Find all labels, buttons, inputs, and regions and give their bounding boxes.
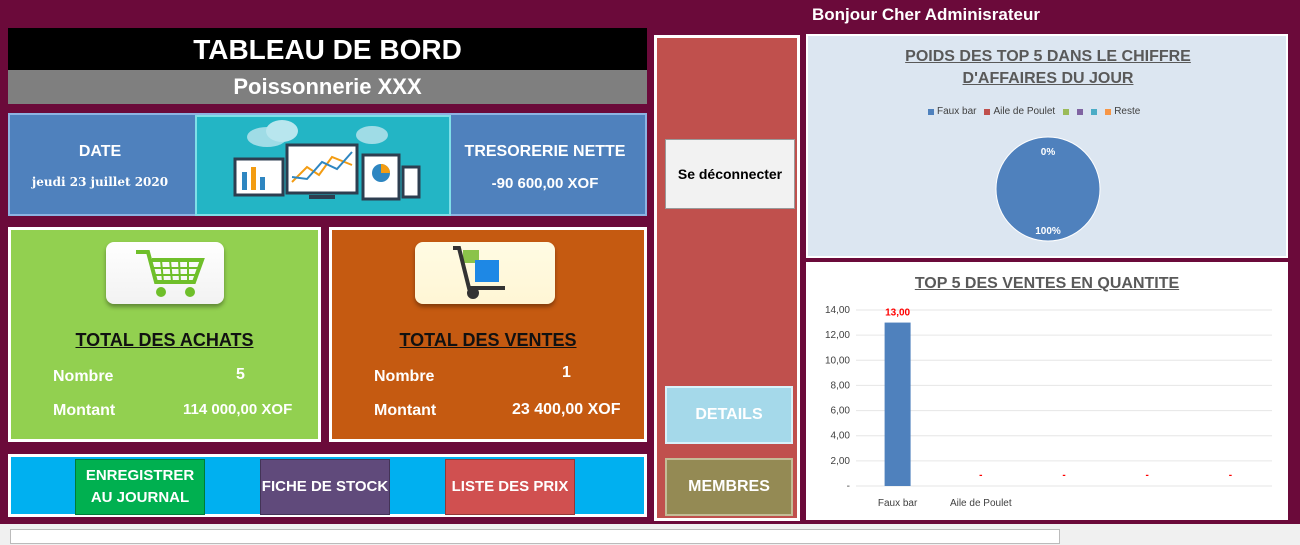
page-subtitle: Poissonnerie XXX (8, 70, 647, 104)
bar-y-tick: 6,00 (831, 406, 851, 417)
ventes-nombre-value: 1 (562, 364, 571, 381)
bar (884, 322, 911, 486)
date-value: jeudi 23 juillet 2020 (31, 175, 169, 189)
bar-y-tick: 10,00 (825, 355, 850, 366)
pie-legend-item: Aile de Poulet (984, 106, 1055, 117)
pie-slice (995, 136, 1101, 242)
liste-prix-button[interactable]: LISTE DES PRIX (445, 459, 575, 515)
pie-chart-title: POIDS DES TOP 5 DANS LE CHIFFRE D'AFFAIR… (905, 48, 1191, 87)
pie-legend-item (1077, 106, 1084, 117)
pie-legend-item (1091, 106, 1098, 117)
pie-chart-panel: POIDS DES TOP 5 DANS LE CHIFFRE D'AFFAIR… (806, 34, 1288, 258)
details-button[interactable]: DETAILS (665, 386, 793, 444)
ventes-montant-label: Montant (374, 402, 437, 419)
pie-chart: 0% 100% (995, 136, 1101, 242)
achats-montant-label: Montant (53, 402, 116, 419)
pie-legend-item: Reste (1105, 106, 1140, 117)
ventes-montant-value: 23 400,00 XOF (512, 401, 621, 418)
bar-y-tick: 14,00 (825, 305, 850, 316)
pie-data-label: 0% (1041, 147, 1056, 158)
date-label: DATE (78, 143, 122, 160)
greeting-text: Bonjour Cher Adminisrateur (812, 5, 1040, 24)
dashboard-illustration-icon (195, 115, 451, 216)
membres-button[interactable]: MEMBRES (665, 458, 793, 516)
bar-data-label: - (1062, 470, 1065, 481)
logout-button[interactable]: Se déconnecter (665, 139, 795, 209)
bar-data-label: - (1146, 470, 1149, 481)
horizontal-scrollbar[interactable] (10, 529, 1060, 544)
ventes-title: TOTAL DES VENTES (399, 330, 577, 350)
achats-title: TOTAL DES ACHATS (75, 330, 254, 350)
side-panel: Se déconnecter DETAILS MEMBRES (654, 35, 800, 521)
tresorerie-value: -90 600,00 XOF (491, 175, 599, 192)
achats-montant-value: 114 000,00 XOF (183, 401, 293, 418)
pie-data-label: 100% (1035, 226, 1061, 237)
bar-data-label: - (979, 470, 982, 481)
command-bar: ENREGISTRER AU JOURNAL FICHE DE STOCK LI… (8, 454, 647, 517)
tresorerie-label: TRESORERIE NETTE (464, 143, 626, 160)
ventes-nombre-label: Nombre (374, 368, 435, 385)
achats-nombre-value: 5 (236, 366, 245, 383)
pie-legend-item (1063, 106, 1070, 117)
bar-chart-panel: TOP 5 DES VENTES EN QUANTITE - 2,00 4,00 6,… (806, 262, 1288, 520)
info-bar: DATE jeudi 23 juillet 2020 TRESOR (8, 113, 647, 216)
achats-nombre-label: Nombre (53, 368, 114, 385)
dashboard-frame: Bonjour Cher Adminisrateur TABLEAU DE BO… (0, 0, 1300, 524)
enregistrer-journal-button[interactable]: ENREGISTRER AU JOURNAL (75, 459, 205, 515)
bar-category-label: Faux bar (878, 498, 918, 509)
ventes-card: TOTAL DES VENTES Nombre 1 Montant 23 400… (329, 227, 647, 442)
shopping-cart-icon (106, 242, 224, 304)
bar-chart-title: TOP 5 DES VENTES EN QUANTITE (914, 275, 1180, 292)
bar-y-tick: - (847, 481, 850, 492)
bar-y-tick: 12,00 (825, 330, 850, 341)
fiche-stock-button[interactable]: FICHE DE STOCK (260, 459, 390, 515)
bar-y-tick: 2,00 (831, 456, 851, 467)
bar-y-tick: 4,00 (831, 431, 851, 442)
page-title: TABLEAU DE BORD (8, 28, 647, 70)
bar-category-label: Aile de Poulet (950, 498, 1012, 509)
bar-data-label: 13,00 (885, 308, 910, 319)
bar-data-label: - (1229, 470, 1232, 481)
hand-truck-icon (415, 242, 555, 304)
pie-legend-item: Faux bar (928, 106, 976, 117)
bar-y-tick: 8,00 (831, 380, 851, 391)
pie-chart-legend: Faux bar Aile de Poulet Reste (928, 106, 1140, 117)
status-bar (0, 524, 1300, 545)
bar-chart: - 2,00 4,00 6,00 8,00 10,00 12,00 14,00 13,00 Fau… (825, 305, 1272, 509)
achats-card: TOTAL DES ACHATS Nombre 5 Montant 114 00… (8, 227, 321, 442)
